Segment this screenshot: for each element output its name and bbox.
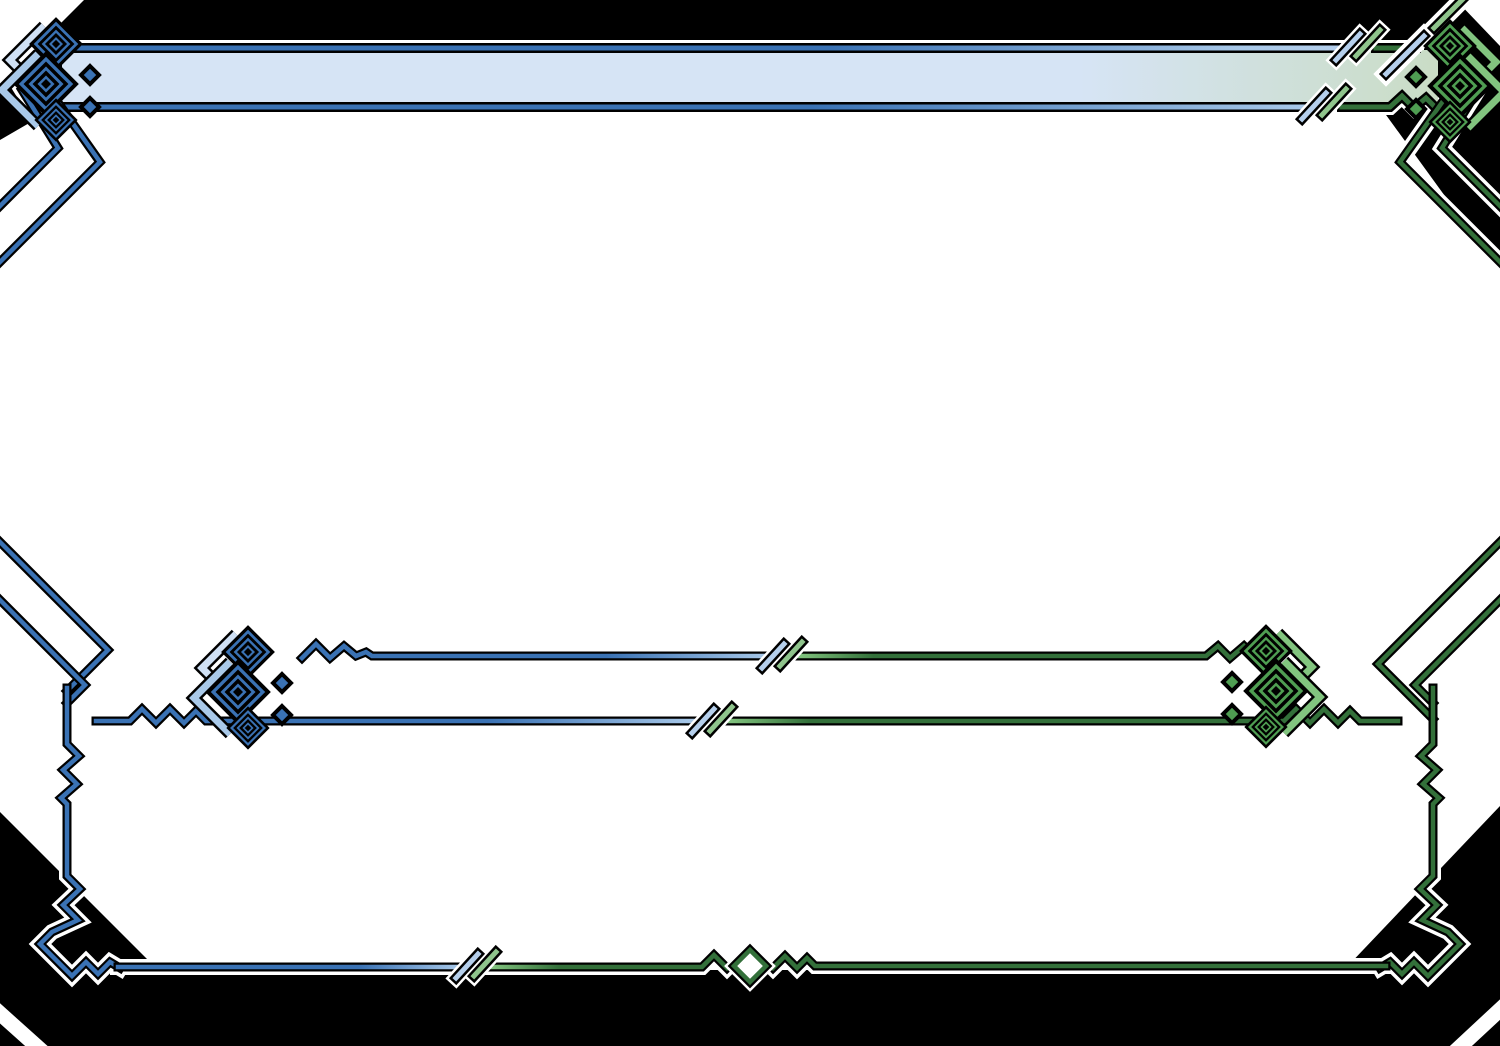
top-banner	[62, 50, 1438, 104]
panel-right-ornament	[1223, 626, 1320, 746]
left-diagonal-lines	[0, 534, 108, 703]
line-channels	[0, 48, 1500, 976]
corner-cut-topright	[1456, 0, 1500, 46]
bottom-diamond-ornament	[734, 950, 766, 982]
corner-slit-bottomleft	[0, 1003, 48, 1046]
top-black-strip	[0, 0, 1500, 46]
break-slash-panel-top	[762, 642, 802, 668]
break-slash-panel-divider	[692, 707, 732, 733]
corner-slit-bottomright	[1449, 999, 1500, 1046]
panel-left-ornament	[194, 627, 291, 747]
